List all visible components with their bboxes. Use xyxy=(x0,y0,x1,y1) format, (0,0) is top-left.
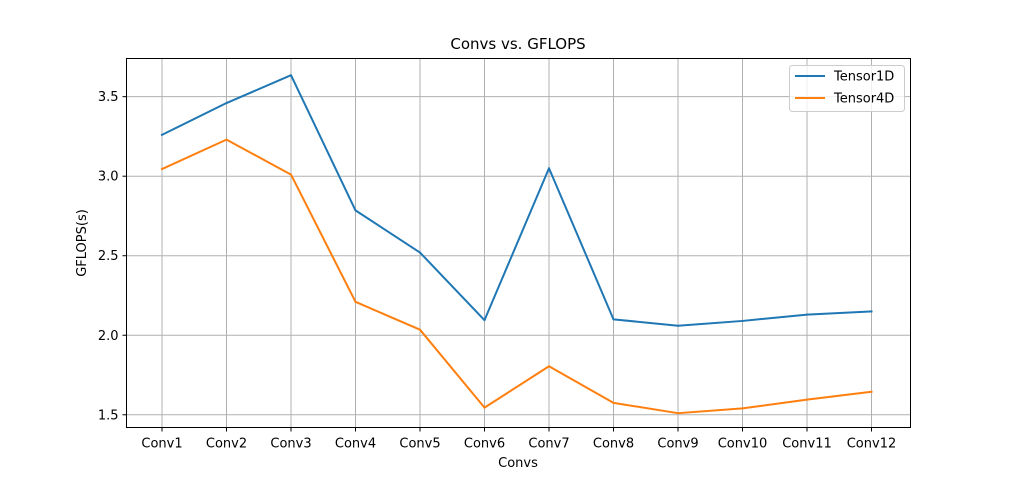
data-point-tensor1d xyxy=(483,319,486,322)
data-point-tensor1d xyxy=(290,74,292,77)
y-tick-label: 2.5 xyxy=(98,249,119,264)
x-axis-label: Convs xyxy=(498,456,538,471)
legend: Tensor1D Tensor4D xyxy=(789,65,905,112)
data-point-tensor4d xyxy=(483,406,486,409)
data-point-tensor4d xyxy=(290,173,292,176)
x-tick-label: Conv11 xyxy=(782,437,832,452)
data-point-tensor1d xyxy=(806,313,808,316)
data-point-tensor4d xyxy=(161,168,163,171)
x-tick-label: Conv6 xyxy=(464,437,505,452)
y-axis: 1.5 2.0 2.5 3.0 3.5 xyxy=(98,90,127,423)
y-tick-label: 3.0 xyxy=(98,170,119,185)
data-point-tensor4d xyxy=(870,390,873,393)
y-tick-label: 3.5 xyxy=(98,90,119,105)
legend-label-tensor4d: Tensor4D xyxy=(833,92,894,107)
data-point-tensor4d xyxy=(419,328,421,331)
legend-label-tensor1d: Tensor1D xyxy=(833,70,894,85)
y-tick-label: 2.0 xyxy=(98,329,119,344)
x-tick-label: Conv10 xyxy=(718,437,768,452)
series-lines xyxy=(160,74,873,415)
data-point-tensor1d xyxy=(225,102,228,105)
series-line-tensor1d xyxy=(160,74,873,327)
data-point-tensor1d xyxy=(677,324,679,327)
data-point-tensor4d xyxy=(225,138,228,141)
x-tick-label: Conv12 xyxy=(847,437,897,452)
x-axis: Conv1 Conv2 Conv3 Conv4 Conv5 Conv6 Conv7 Conv8… xyxy=(141,427,897,452)
x-tick-label: Conv4 xyxy=(335,437,376,452)
x-tick-label: Conv8 xyxy=(593,437,634,452)
data-point-tensor1d xyxy=(870,310,873,313)
data-point-tensor4d xyxy=(548,365,550,368)
data-point-tensor1d xyxy=(741,319,744,322)
data-point-tensor1d xyxy=(612,318,615,321)
data-point-tensor1d xyxy=(161,133,163,136)
x-tick-label: Conv1 xyxy=(141,437,182,452)
data-point-tensor4d xyxy=(741,407,744,410)
x-tick-label: Conv9 xyxy=(657,437,698,452)
series-line-tensor4d xyxy=(160,138,873,415)
chart-title: Convs vs. GFLOPS xyxy=(450,35,585,53)
data-point-tensor1d xyxy=(354,209,357,212)
x-tick-label: Conv7 xyxy=(528,437,569,452)
data-point-tensor4d xyxy=(677,412,679,415)
data-point-tensor1d xyxy=(419,251,421,254)
data-point-tensor4d xyxy=(354,300,357,303)
y-tick-label: 1.5 xyxy=(98,408,119,423)
x-tick-label: Conv2 xyxy=(206,437,247,452)
grid-lines xyxy=(126,58,911,428)
y-axis-label: GFLOPS(s) xyxy=(75,209,90,277)
x-tick-label: Conv5 xyxy=(399,437,440,452)
data-point-tensor4d xyxy=(612,401,615,404)
x-tick-label: Conv3 xyxy=(270,437,311,452)
data-point-tensor4d xyxy=(806,398,808,401)
plot-frame xyxy=(126,58,911,428)
data-point-tensor1d xyxy=(548,167,550,170)
